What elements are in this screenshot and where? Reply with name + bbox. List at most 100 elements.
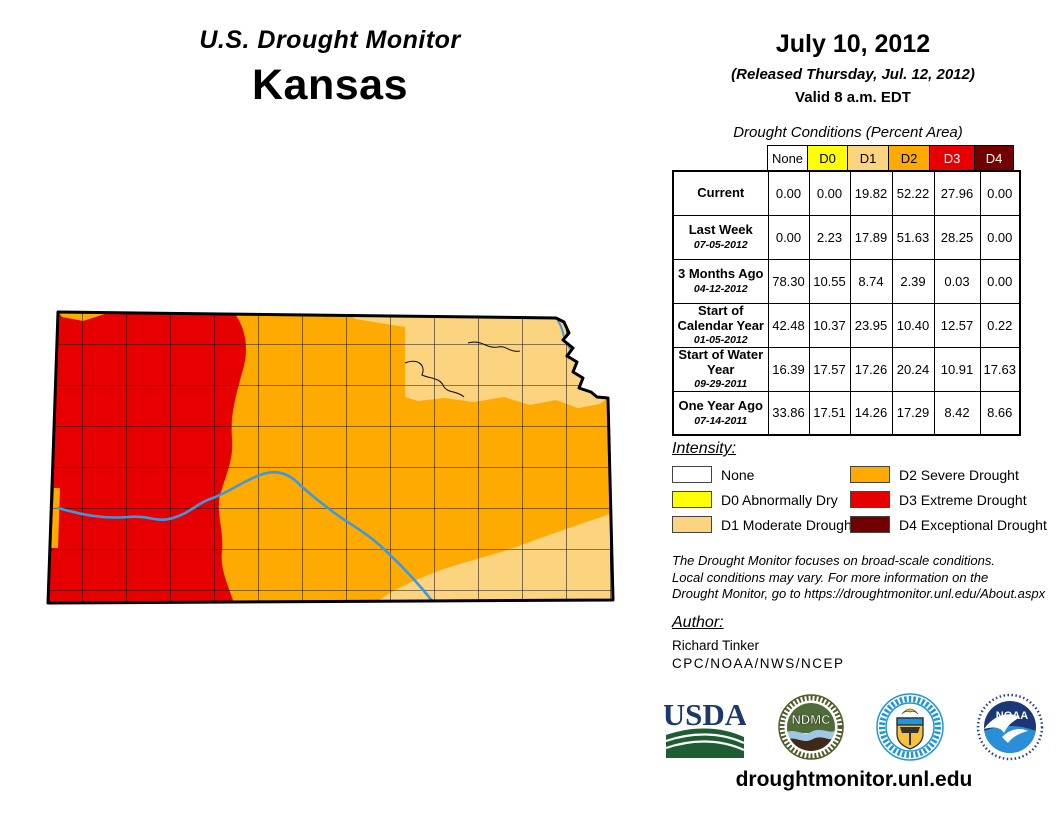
county-grid — [48, 312, 613, 603]
conditions-table-body: Current 0.00 0.00 19.82 52.22 27.96 0.00 Last W… — [672, 170, 1021, 436]
author-name: Richard Tinker — [672, 638, 760, 653]
table-cell: 51.63 — [891, 214, 935, 260]
valid-time: Valid 8 a.m. EDT — [795, 89, 911, 106]
legend-label: D4 Exceptional Drought — [899, 516, 1047, 533]
table-header-row: None D0 D1 D2 D3 D4 — [767, 145, 1014, 171]
legend-column-left: None D0 Abnormally Dry D1 Moderate Drought — [672, 466, 856, 541]
state-title: Kansas — [252, 61, 408, 109]
agency-logos: USDA NDMC — [664, 692, 1044, 762]
author-org: CPC/NOAA/NWS/NCEP — [672, 656, 845, 671]
ndmc-logo: NDMC — [777, 694, 844, 760]
svg-text:USDA: USDA — [664, 697, 746, 732]
table-cell: 0.00 — [979, 214, 1021, 260]
table-row: One Year Ago 07-14-2011 33.86 17.51 14.26 17.… — [672, 390, 1021, 436]
table-cell: 17.29 — [891, 390, 935, 436]
table-cell: 42.48 — [767, 302, 810, 348]
legend-label: D1 Moderate Drought — [721, 516, 856, 533]
table-cell: 12.57 — [933, 302, 981, 348]
table-cell: 17.51 — [808, 390, 851, 436]
usda-logo: USDA — [664, 697, 746, 758]
svg-text:NDMC: NDMC — [791, 712, 831, 727]
disclaimer-text: The Drought Monitor focuses on broad-sca… — [672, 553, 1045, 603]
legend-swatch — [850, 491, 890, 508]
legend-label: D0 Abnormally Dry — [721, 491, 838, 508]
report-title-block: U.S. Drought Monitor Kansas — [100, 26, 560, 110]
disclaimer-line: The Drought Monitor focuses on broad-sca… — [672, 553, 996, 568]
date-block: July 10, 2012 (Released Thursday, Jul. 1… — [668, 30, 1038, 106]
county-boundary-irregular-1 — [404, 360, 465, 398]
column-header-d3: D3 — [929, 145, 975, 171]
column-header-d1: D1 — [847, 145, 889, 171]
legend-column-right: D2 Severe Drought D3 Extreme Drought D4 Ex… — [850, 466, 1047, 541]
legend-swatch — [850, 466, 890, 483]
table-cell: 19.82 — [849, 170, 893, 216]
table-row: Last Week 07-05-2012 0.00 2.23 17.89 51.63 28.… — [672, 214, 1021, 260]
column-header-none: None — [767, 145, 808, 171]
legend-item: D0 Abnormally Dry — [672, 491, 856, 508]
legend-item: None — [672, 466, 856, 483]
legend-swatch — [850, 516, 890, 533]
legend-title: Intensity: — [672, 440, 737, 457]
table-cell: 52.22 — [891, 170, 935, 216]
svg-text:NOAA: NOAA — [996, 710, 1028, 722]
table-cell: 8.66 — [979, 390, 1021, 436]
table-cell: 0.00 — [767, 214, 810, 260]
column-header-d4: D4 — [974, 145, 1014, 171]
table-cell: 8.74 — [849, 258, 893, 304]
table-cell: 17.63 — [979, 346, 1021, 392]
table-row: Start of Calendar Year 01-05-2012 42.48 10.… — [672, 302, 1021, 348]
table-cell: 10.37 — [808, 302, 851, 348]
county-boundary-irregular-2 — [467, 341, 521, 352]
legend-item: D3 Extreme Drought — [850, 491, 1047, 508]
table-row: Current 0.00 0.00 19.82 52.22 27.96 0.00 — [672, 170, 1021, 216]
table-cell: 8.42 — [933, 390, 981, 436]
table-cell: 0.22 — [979, 302, 1021, 348]
conditions-table: Current 0.00 0.00 19.82 52.22 27.96 0.00 Last W… — [672, 170, 1021, 436]
disclaimer-line: Local conditions may vary. For more info… — [672, 569, 989, 585]
kansas-drought-map — [46, 310, 615, 605]
row-label-cell: Last Week 07-05-2012 — [672, 214, 769, 260]
table-cell: 2.39 — [891, 258, 935, 304]
table-cell: 10.55 — [808, 258, 851, 304]
table-cell: 14.26 — [849, 390, 893, 436]
author-title: Author: — [672, 614, 724, 631]
noaa-logo: NOAA — [976, 693, 1044, 761]
release-date: (Released Thursday, Jul. 12, 2012) — [731, 66, 975, 83]
table-cell: 10.91 — [933, 346, 981, 392]
legend-item: D2 Severe Drought — [850, 466, 1047, 483]
report-title: U.S. Drought Monitor — [199, 26, 461, 54]
table-cell: 27.96 — [933, 170, 981, 216]
table-row: 3 Months Ago 04-12-2012 78.30 10.55 8.74 2.39… — [672, 258, 1021, 304]
table-cell: 16.39 — [767, 346, 810, 392]
footer-url: droughtmonitor.unl.edu — [735, 768, 973, 791]
table-cell: 23.95 — [849, 302, 893, 348]
table-cell: 0.00 — [808, 170, 851, 216]
arkansas-river — [56, 470, 435, 603]
legend-swatch — [672, 516, 712, 533]
row-label-cell: Current — [672, 170, 769, 216]
table-cell: 17.57 — [808, 346, 851, 392]
legend-label: D3 Extreme Drought — [899, 491, 1027, 508]
table-cell: 78.30 — [767, 258, 810, 304]
table-cell: 0.00 — [767, 170, 810, 216]
table-row: Start of Water Year 09-29-2011 16.39 17.57 1… — [672, 346, 1021, 392]
table-cell: 2.23 — [808, 214, 851, 260]
table-cell: 33.86 — [767, 390, 810, 436]
column-header-d2: D2 — [888, 145, 930, 171]
legend-swatch — [672, 466, 712, 483]
table-title: Drought Conditions (Percent Area) — [733, 124, 963, 141]
table-cell: 10.40 — [891, 302, 935, 348]
legend-label: None — [721, 466, 755, 483]
legend-item: D4 Exceptional Drought — [850, 516, 1047, 533]
table-cell: 17.26 — [849, 346, 893, 392]
commerce-seal-logo — [876, 693, 945, 761]
table-cell: 0.00 — [979, 258, 1021, 304]
table-cell: 20.24 — [891, 346, 935, 392]
table-cell: 17.89 — [849, 214, 893, 260]
table-cell: 28.25 — [933, 214, 981, 260]
table-cell: 0.00 — [979, 170, 1021, 216]
row-label-cell: Start of Calendar Year 01-05-2012 — [672, 302, 769, 348]
legend-swatch — [672, 491, 712, 508]
row-label-cell: One Year Ago 07-14-2011 — [672, 390, 769, 436]
